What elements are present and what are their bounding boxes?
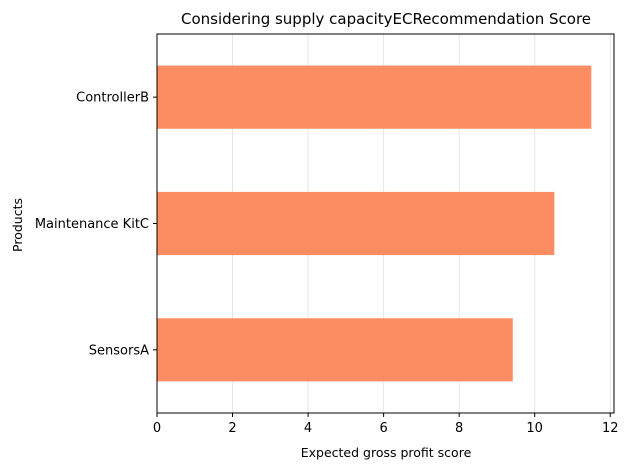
x-tick-label: 12 bbox=[602, 421, 619, 436]
bar bbox=[157, 65, 592, 129]
x-tick-label: 2 bbox=[228, 421, 236, 436]
bars bbox=[157, 65, 592, 382]
y-axis-ticks: SensorsA Maintenance KitC ControllerB bbox=[35, 91, 157, 358]
x-tick-label: 10 bbox=[526, 421, 543, 436]
bar bbox=[157, 191, 555, 256]
x-axis-ticks: 0 2 4 6 8 10 12 bbox=[153, 413, 619, 436]
x-tick-label: 0 bbox=[153, 421, 161, 436]
x-tick-label: 4 bbox=[304, 421, 312, 436]
x-tick-label: 8 bbox=[455, 421, 463, 436]
bar bbox=[157, 318, 513, 382]
y-tick-label: SensorsA bbox=[89, 343, 149, 358]
x-axis-label: Expected gross profit score bbox=[301, 445, 472, 460]
chart-title: Considering supply capacityECRecommendat… bbox=[181, 10, 591, 28]
y-axis-label: Products bbox=[10, 198, 25, 252]
y-tick-label: Maintenance KitC bbox=[35, 217, 149, 232]
x-tick-label: 6 bbox=[379, 421, 387, 436]
y-tick-label: ControllerB bbox=[76, 91, 149, 106]
